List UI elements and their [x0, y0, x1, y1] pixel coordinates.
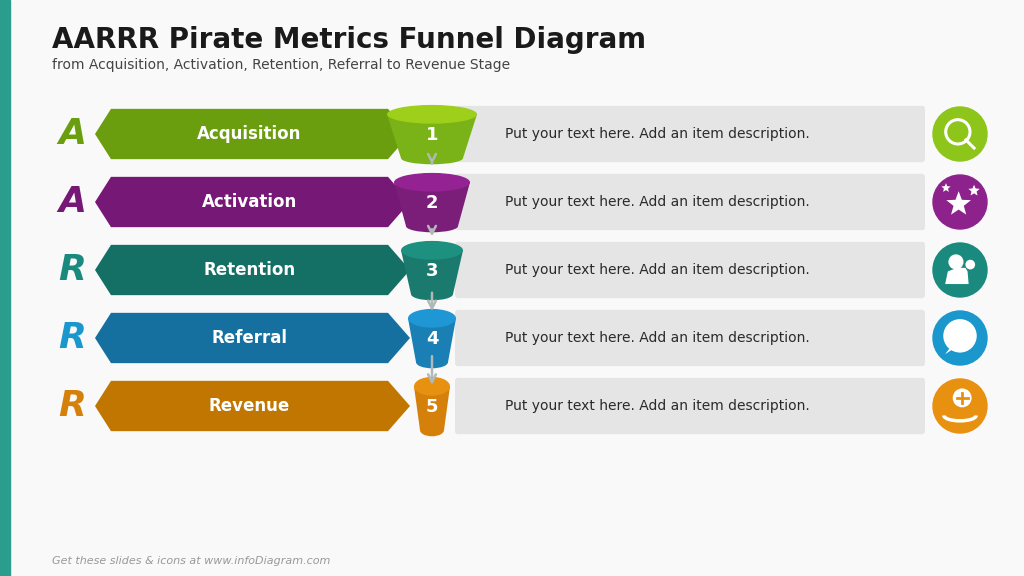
Circle shape: [943, 319, 977, 353]
Polygon shape: [95, 313, 410, 363]
Polygon shape: [95, 177, 410, 227]
Polygon shape: [95, 245, 410, 295]
Polygon shape: [946, 191, 971, 215]
Text: Get these slides & icons at www.infoDiagram.com: Get these slides & icons at www.infoDiag…: [52, 556, 331, 566]
Text: 1: 1: [426, 126, 438, 144]
Text: A: A: [58, 117, 86, 151]
Text: Referral: Referral: [212, 329, 288, 347]
Text: 5: 5: [426, 398, 438, 416]
Circle shape: [933, 243, 987, 297]
Polygon shape: [941, 183, 950, 192]
Bar: [0, 0, 10, 576]
Text: Retention: Retention: [204, 261, 296, 279]
Text: from Acquisition, Activation, Retention, Referral to Revenue Stage: from Acquisition, Activation, Retention,…: [52, 58, 510, 72]
Text: Put your text here. Add an item description.: Put your text here. Add an item descript…: [505, 263, 810, 277]
Text: 4: 4: [426, 330, 438, 348]
Text: A: A: [58, 185, 86, 219]
FancyBboxPatch shape: [455, 106, 925, 162]
Ellipse shape: [401, 241, 463, 260]
Text: Revenue: Revenue: [209, 397, 290, 415]
Polygon shape: [401, 251, 463, 294]
Ellipse shape: [408, 309, 456, 328]
Polygon shape: [408, 319, 456, 362]
Ellipse shape: [420, 424, 444, 436]
Ellipse shape: [387, 105, 477, 124]
Ellipse shape: [416, 356, 449, 368]
Text: Put your text here. Add an item description.: Put your text here. Add an item descript…: [505, 195, 810, 209]
Circle shape: [933, 311, 987, 365]
Text: R: R: [58, 389, 86, 423]
Polygon shape: [387, 114, 477, 158]
Text: 3: 3: [426, 262, 438, 280]
Circle shape: [933, 175, 987, 229]
Polygon shape: [95, 109, 410, 159]
Polygon shape: [945, 268, 969, 284]
Text: R: R: [58, 321, 86, 355]
Polygon shape: [945, 343, 963, 354]
Circle shape: [933, 379, 987, 433]
FancyBboxPatch shape: [455, 378, 925, 434]
Ellipse shape: [394, 173, 470, 192]
Text: AARRR Pirate Metrics Funnel Diagram: AARRR Pirate Metrics Funnel Diagram: [52, 26, 646, 54]
Text: R: R: [58, 253, 86, 287]
Text: Put your text here. Add an item description.: Put your text here. Add an item descript…: [505, 127, 810, 141]
Polygon shape: [394, 182, 470, 226]
Text: Put your text here. Add an item description.: Put your text here. Add an item descript…: [505, 399, 810, 413]
FancyBboxPatch shape: [455, 242, 925, 298]
Polygon shape: [969, 185, 980, 195]
Polygon shape: [414, 386, 450, 430]
Ellipse shape: [406, 220, 458, 232]
Ellipse shape: [401, 152, 463, 164]
Text: Activation: Activation: [202, 193, 297, 211]
Ellipse shape: [411, 288, 453, 300]
Text: 2: 2: [426, 194, 438, 212]
Polygon shape: [95, 381, 410, 431]
Text: Acquisition: Acquisition: [198, 125, 302, 143]
Circle shape: [948, 255, 964, 270]
Circle shape: [966, 260, 975, 270]
FancyBboxPatch shape: [455, 174, 925, 230]
Circle shape: [952, 388, 972, 407]
Text: Put your text here. Add an item description.: Put your text here. Add an item descript…: [505, 331, 810, 345]
FancyBboxPatch shape: [455, 310, 925, 366]
Circle shape: [933, 107, 987, 161]
Ellipse shape: [414, 377, 450, 396]
